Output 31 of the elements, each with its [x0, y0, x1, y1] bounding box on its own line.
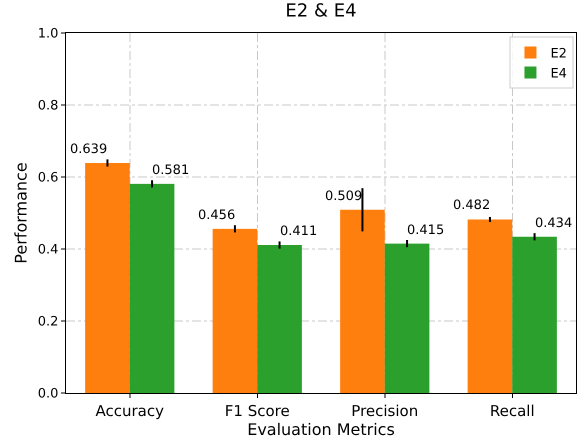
bar — [340, 210, 385, 393]
x-tick-label: Recall — [490, 402, 535, 420]
legend-label: E2 — [550, 46, 567, 62]
y-tick-label: 0.8 — [38, 98, 58, 114]
y-axis-title: Performance — [12, 162, 31, 264]
data-label: 0.415 — [407, 223, 444, 238]
data-label: 0.581 — [152, 163, 190, 178]
y-tick-label: 0.4 — [38, 242, 58, 258]
bar — [130, 184, 174, 393]
y-tick-label: 0.6 — [38, 170, 58, 186]
data-label: 0.639 — [70, 142, 108, 157]
x-tick-label: Precision — [351, 402, 418, 420]
bar — [512, 236, 557, 393]
x-tick-label: F1 Score — [224, 402, 290, 420]
data-label: 0.434 — [535, 216, 572, 231]
x-tick-label: Accuracy — [96, 402, 164, 420]
y-tick-label: 0.2 — [38, 314, 58, 330]
bar — [384, 244, 430, 393]
data-label: 0.509 — [325, 189, 362, 204]
bar — [257, 245, 302, 393]
bar — [212, 228, 258, 393]
data-label: 0.482 — [453, 198, 490, 213]
bar — [85, 162, 130, 393]
y-tick-label: 0.0 — [38, 386, 58, 402]
legend-label: E4 — [550, 66, 567, 82]
y-tick-label: 1.0 — [38, 26, 58, 42]
bar — [468, 219, 512, 393]
data-label: 0.456 — [198, 208, 236, 223]
data-label: 0.411 — [280, 224, 318, 239]
chart-title: E2 & E4 — [285, 0, 357, 22]
x-axis-title: Evaluation Metrics — [247, 420, 395, 439]
